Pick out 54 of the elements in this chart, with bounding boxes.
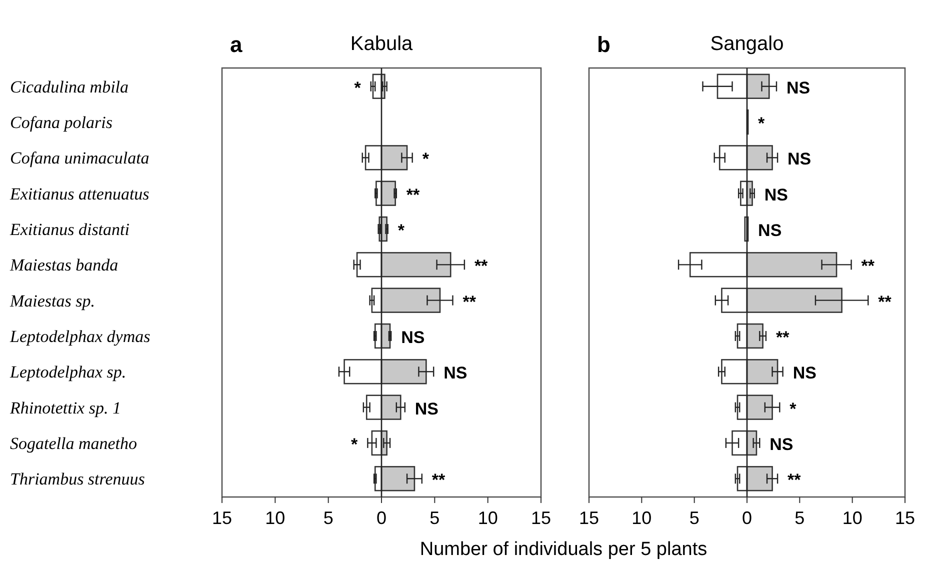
x-tick-label: 15 — [894, 508, 916, 528]
x-tick-label: 10 — [265, 508, 286, 528]
x-tick-label: 15 — [530, 508, 552, 528]
annotation: * — [354, 78, 362, 98]
x-tick-label: 5 — [794, 508, 805, 528]
x-tick-label: 15 — [578, 508, 600, 528]
x-axis-title: Number of individuals per 5 plants — [420, 539, 708, 560]
y-tick-label: Thriambus strenuus — [10, 470, 146, 489]
y-tick-label: Sogatella manetho — [10, 434, 138, 453]
annotation: ** — [788, 470, 802, 490]
y-tick-label: Maiestas sp. — [9, 291, 95, 310]
x-tick-label: 0 — [742, 508, 752, 528]
annotation: * — [398, 221, 405, 240]
annotation: * — [422, 150, 430, 169]
text: a — [230, 32, 243, 57]
y-tick-label: Exitianus attenuatus — [9, 184, 150, 204]
y-tick-label: Rhinotettix sp. 1 — [9, 398, 121, 418]
y-tick-label: Maiestas banda — [9, 256, 118, 275]
annotation: ** — [406, 185, 420, 204]
annotation: * — [758, 114, 766, 134]
y-tick-label: Leptodelphax sp. — [9, 362, 126, 382]
annotation: NS — [414, 399, 439, 418]
annotation: ** — [861, 256, 875, 276]
y-tick-label: Exitianus distanti — [9, 220, 130, 240]
annotation: NS — [788, 150, 812, 169]
annotation: NS — [401, 328, 425, 347]
x-tick-label: 5 — [323, 508, 334, 528]
annotation: ** — [878, 292, 892, 312]
y-tick-label: Cofana unimaculata — [10, 148, 150, 168]
x-tick-label: 10 — [632, 508, 652, 528]
y-tick-label: Cofana polaris — [10, 113, 113, 132]
annotation: ** — [462, 292, 476, 312]
annotation: NS — [792, 364, 816, 383]
y-tick-label: Leptodelphax dymas — [9, 326, 151, 346]
annotation: ** — [474, 256, 488, 276]
annotation: ** — [432, 470, 446, 490]
annotation: NS — [764, 185, 788, 204]
x-tick-label: 10 — [842, 508, 862, 528]
annotation: NS — [770, 434, 794, 454]
x-tick-label: 5 — [689, 508, 700, 528]
y-tick-label: Cicadulina mbila — [10, 77, 129, 96]
annotation: * — [351, 434, 358, 454]
annotation: NS — [786, 78, 810, 98]
x-tick-label: 0 — [376, 508, 387, 528]
annotation: NS — [758, 221, 782, 240]
x-tick-label: 5 — [430, 508, 440, 528]
chart-title: Kabula — [350, 33, 414, 55]
x-tick-label: 15 — [212, 508, 232, 528]
text: b — [597, 32, 610, 57]
annotation: * — [790, 399, 797, 418]
chart-title: Sangalo — [710, 33, 784, 55]
annotation: NS — [444, 364, 468, 383]
annotation: ** — [776, 328, 790, 347]
x-tick-label: 10 — [478, 508, 498, 528]
